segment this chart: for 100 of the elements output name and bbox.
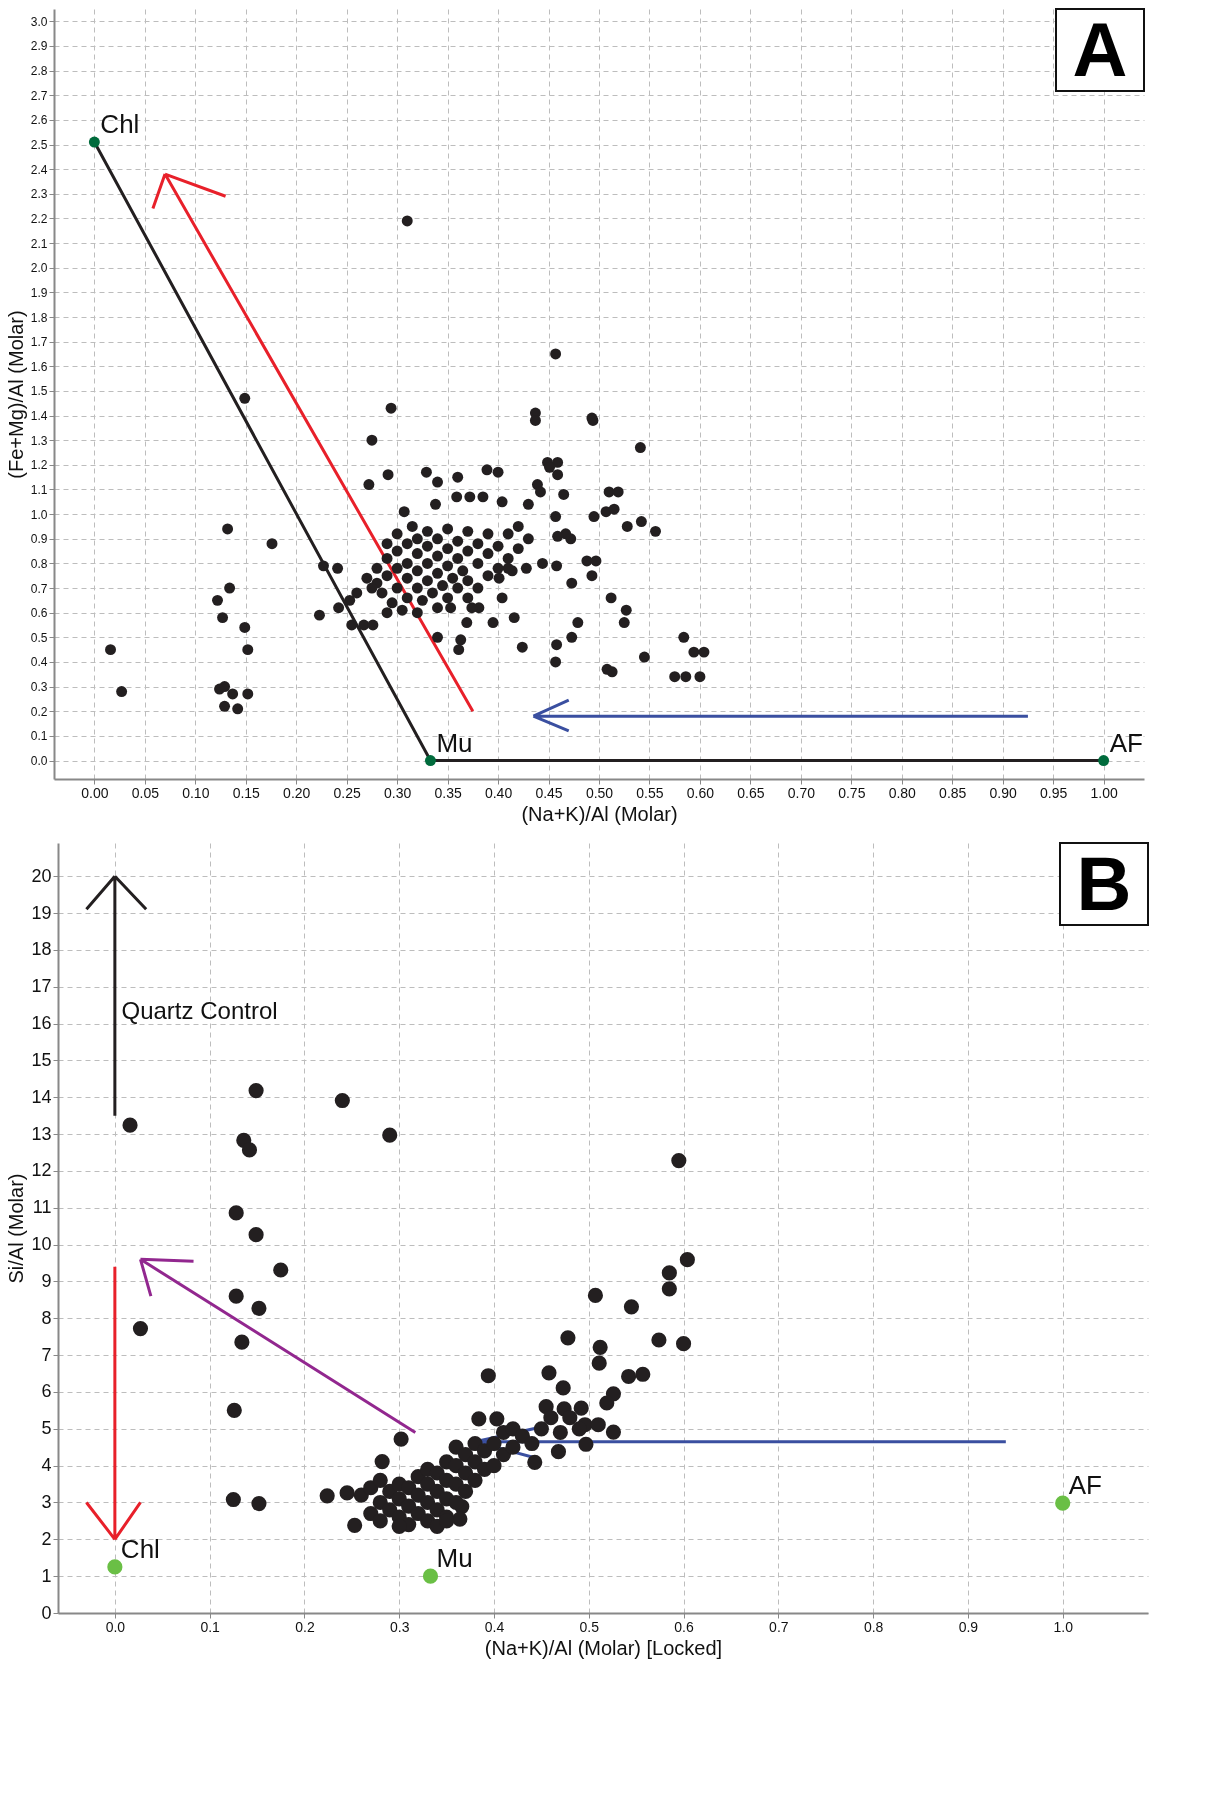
y-tick-label: 1.9 — [30, 285, 48, 300]
x-tick-label: 0.10 — [182, 784, 210, 801]
x-tick-label: 0.30 — [384, 784, 412, 801]
y-tick-label: 2 — [41, 1528, 52, 1549]
x-tick-label: 0.75 — [838, 784, 866, 801]
y-tick-label: 2.7 — [30, 88, 48, 103]
y-tick-label: 2.8 — [30, 64, 48, 79]
x-tick-label: 0.90 — [989, 784, 1018, 801]
y-tick-label: 0.6 — [30, 606, 48, 621]
point — [422, 1568, 439, 1584]
x-tick-label: 0.60 — [686, 784, 715, 801]
series-label: AF — [1109, 727, 1143, 758]
y-tick-label: 2.0 — [30, 261, 48, 276]
x-tick-label: 0.55 — [636, 784, 664, 801]
y-tick-label: 5 — [41, 1418, 52, 1439]
y-tick-label: 1.8 — [30, 310, 48, 325]
y-tick-label: 1.1 — [30, 482, 48, 497]
annotation: B — [1076, 841, 1132, 926]
series-label: AF — [1068, 1470, 1102, 1501]
y-tick-label: 0.1 — [30, 729, 48, 744]
y-tick-label: 1.3 — [30, 433, 48, 448]
y-tick-label: 0.3 — [30, 680, 48, 695]
y-tick-label: 2.3 — [30, 187, 48, 202]
x-tick-label: 0.80 — [888, 784, 917, 801]
y-tick-label: 2.4 — [30, 162, 48, 177]
y-tick-label: 2.9 — [30, 39, 48, 54]
y-tick-label: 15 — [31, 1049, 52, 1070]
x-tick-label: 0.3 — [389, 1618, 410, 1635]
y-tick-label: 2.2 — [30, 211, 48, 226]
x-tick-label: 0.0 — [105, 1618, 126, 1635]
y-tick-label: 0.0 — [30, 754, 48, 769]
x-tick-label: 0.35 — [434, 784, 462, 801]
x-tick-label: 0.85 — [939, 784, 967, 801]
y-tick-label: 1.2 — [30, 458, 48, 473]
x-tick-label: 0.50 — [585, 784, 614, 801]
y-tick-label: 20 — [31, 865, 52, 886]
y-tick-label: 2.6 — [30, 113, 48, 128]
y-tick-label: 8 — [41, 1307, 52, 1328]
y-tick-label: 4 — [41, 1455, 52, 1476]
y-tick-label: 3 — [41, 1491, 52, 1512]
x-tick-label: 0.95 — [1040, 784, 1068, 801]
y-tick-label: 1.4 — [30, 409, 48, 424]
x-tick-label: 0.15 — [232, 784, 261, 801]
y-tick-label: 1.0 — [30, 507, 48, 522]
x-tick-label: 0.6 — [674, 1618, 695, 1635]
y-tick-label: 1.7 — [30, 335, 48, 350]
y-tick-label: 14 — [31, 1086, 52, 1107]
annotation: A — [1072, 7, 1128, 92]
y-tick-label: 1.6 — [30, 359, 48, 374]
series-label: Mu — [436, 1543, 473, 1574]
x-tick-label: 0.20 — [283, 784, 311, 801]
x-tick-label: 0.9 — [958, 1618, 979, 1635]
y-tick-label: 2.1 — [30, 236, 48, 251]
y-tick-label: 17 — [31, 976, 52, 997]
y-tick-label: 16 — [31, 1013, 52, 1034]
y-tick-label: 12 — [31, 1160, 52, 1181]
annotation: Quartz Control — [121, 997, 278, 1025]
x-tick-label: 0.00 — [81, 784, 109, 801]
point — [1055, 1495, 1071, 1511]
x-tick-label: 0.7 — [769, 1618, 789, 1635]
series-label: Chl — [120, 1533, 160, 1564]
series-label: Mu — [436, 727, 473, 758]
y-tick-label: 7 — [41, 1344, 52, 1365]
y-tick-label: 1.5 — [30, 384, 48, 399]
y-tick-label: 9 — [41, 1270, 52, 1291]
x-tick-label: 0.1 — [200, 1618, 221, 1635]
y-tick-label: 6 — [41, 1381, 52, 1402]
series-label: Chl — [100, 109, 140, 140]
x-tick-label: 0.8 — [863, 1618, 884, 1635]
x-tick-label: 1.0 — [1053, 1618, 1074, 1635]
y-axis-title: (Fe+Mg)/Al (Molar) — [4, 310, 27, 479]
x-tick-label: 0.70 — [787, 784, 816, 801]
x-tick-label: 0.65 — [737, 784, 765, 801]
y-tick-label: 18 — [31, 939, 52, 960]
x-axis-title: (Na+K)/Al (Molar) — [521, 802, 678, 825]
y-axis-title: Si/Al (Molar) — [5, 1173, 28, 1284]
y-tick-label: 10 — [31, 1234, 52, 1255]
x-tick-label: 0.4 — [484, 1618, 505, 1635]
x-tick-label: 0.2 — [295, 1618, 315, 1635]
point — [107, 1559, 123, 1575]
x-axis-title: (Na+K)/Al (Molar) [Locked] — [484, 1636, 723, 1659]
y-tick-label: 0.2 — [30, 704, 48, 719]
y-tick-label: 2.5 — [30, 138, 48, 153]
y-tick-label: 19 — [31, 902, 52, 923]
y-tick-label: 0.7 — [30, 581, 48, 596]
y-tick-label: 11 — [32, 1197, 52, 1218]
y-tick-label: 0.9 — [30, 532, 48, 547]
y-tick-label: 0.4 — [30, 655, 48, 670]
y-tick-label: 1 — [41, 1565, 52, 1586]
x-tick-label: 0.45 — [535, 784, 563, 801]
y-tick-label: 13 — [31, 1123, 52, 1144]
y-tick-label: 0.5 — [30, 630, 48, 645]
y-tick-label: 3.0 — [30, 14, 48, 29]
x-tick-label: 0.05 — [131, 784, 160, 801]
x-tick-label: 0.5 — [579, 1618, 600, 1635]
x-tick-label: 0.25 — [333, 784, 362, 801]
y-tick-label: 0 — [41, 1602, 52, 1623]
y-tick-label: 0.8 — [30, 556, 48, 571]
x-tick-label: 1.00 — [1090, 784, 1118, 801]
x-tick-label: 0.40 — [484, 784, 513, 801]
